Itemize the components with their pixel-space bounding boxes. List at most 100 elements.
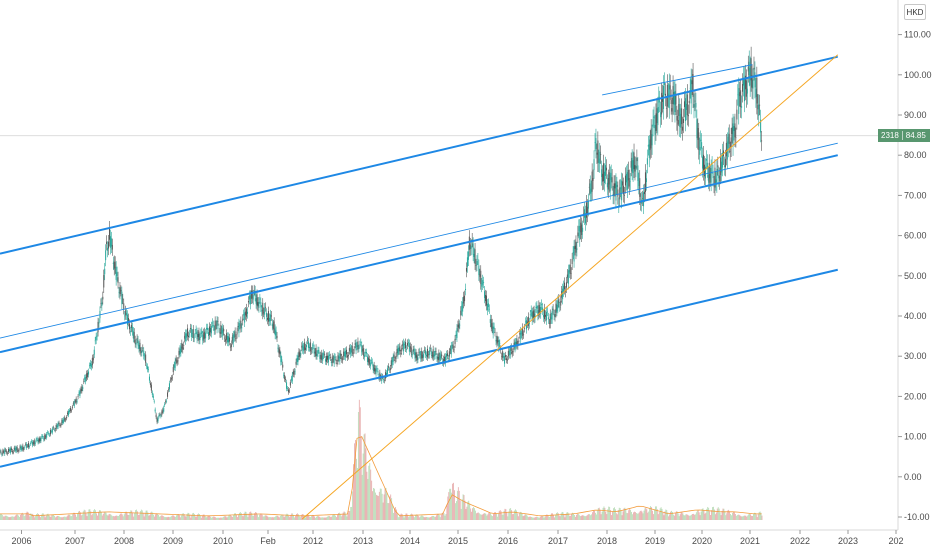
volume-bar bbox=[348, 511, 350, 520]
price-candle bbox=[477, 258, 479, 260]
volume-bar bbox=[74, 512, 76, 520]
volume-bar bbox=[357, 412, 359, 520]
volume-bar bbox=[209, 515, 211, 520]
price-candle bbox=[269, 314, 271, 322]
price-candle bbox=[386, 373, 388, 375]
price-candle bbox=[375, 368, 377, 374]
price-candle bbox=[102, 296, 104, 300]
price-candle bbox=[196, 331, 198, 340]
volume-bar bbox=[736, 515, 738, 520]
price-candle bbox=[688, 100, 690, 104]
channel-line bbox=[0, 154, 838, 354]
volume-bar bbox=[603, 506, 605, 520]
volume-bar bbox=[28, 514, 30, 520]
price-candle bbox=[34, 442, 36, 445]
price-candle bbox=[553, 314, 555, 316]
volume-bar bbox=[641, 511, 643, 520]
volume-bar bbox=[84, 510, 86, 520]
y-tick-label: 110.00 bbox=[904, 30, 931, 40]
price-candle bbox=[128, 323, 130, 330]
volume-bar bbox=[506, 512, 508, 520]
volume-bar bbox=[68, 514, 70, 520]
price-candle bbox=[285, 379, 287, 380]
volume-bar bbox=[479, 514, 481, 520]
x-tick-label: 2018 bbox=[597, 536, 617, 546]
volume-bar bbox=[548, 516, 550, 520]
price-candle bbox=[496, 335, 498, 344]
price-candle bbox=[222, 327, 224, 336]
volume-bar bbox=[737, 514, 739, 520]
price-candle bbox=[336, 363, 338, 364]
volume-bar bbox=[438, 515, 440, 520]
volume-bar bbox=[324, 517, 326, 520]
price-candle bbox=[177, 360, 179, 362]
volume-bar bbox=[390, 494, 392, 520]
volume-bar bbox=[551, 513, 553, 520]
volume-bar bbox=[605, 511, 607, 520]
price-candle bbox=[340, 353, 342, 356]
price-candle bbox=[114, 262, 116, 269]
volume-bar bbox=[414, 517, 415, 520]
volume-bar bbox=[437, 514, 439, 520]
volume-bar bbox=[49, 516, 51, 520]
price-candle bbox=[486, 303, 488, 311]
volume-bar bbox=[714, 509, 715, 520]
volume-bar bbox=[174, 516, 176, 520]
volume-bar bbox=[715, 512, 717, 520]
volume-bar bbox=[385, 487, 387, 520]
volume-bar bbox=[241, 515, 243, 520]
price-candle bbox=[541, 304, 543, 306]
currency-badge[interactable]: HKD bbox=[904, 4, 926, 20]
price-candle bbox=[355, 342, 357, 351]
price-candle bbox=[148, 369, 150, 371]
price-candle bbox=[3, 451, 5, 452]
price-candle bbox=[33, 440, 35, 445]
price-candle bbox=[123, 303, 125, 310]
volume-bar bbox=[258, 514, 260, 520]
price-candle bbox=[526, 321, 528, 324]
volume-bar bbox=[595, 514, 597, 520]
volume-bar bbox=[263, 516, 265, 520]
volume-bar bbox=[602, 507, 604, 520]
price-candle bbox=[544, 308, 546, 320]
price-candle bbox=[133, 332, 135, 339]
volume-bar bbox=[637, 513, 639, 520]
price-candle bbox=[700, 139, 702, 142]
volume-bar bbox=[638, 512, 640, 520]
price-candle bbox=[81, 386, 83, 392]
volume-bar bbox=[682, 513, 684, 520]
price-candle bbox=[735, 137, 737, 139]
price-candle bbox=[286, 382, 288, 389]
channel-line bbox=[602, 64, 753, 96]
price-candle bbox=[521, 332, 523, 335]
price-candle bbox=[235, 338, 237, 339]
volume-bar bbox=[490, 513, 492, 520]
volume-bar bbox=[712, 507, 713, 520]
price-candle bbox=[63, 418, 65, 422]
price-candle bbox=[620, 187, 622, 190]
volume-bar bbox=[607, 509, 609, 520]
volume-bar bbox=[635, 513, 637, 520]
volume-bar bbox=[678, 516, 680, 520]
price-candle bbox=[603, 163, 605, 182]
price-candle bbox=[530, 309, 532, 313]
volume-bar bbox=[141, 510, 143, 520]
price-candle bbox=[314, 351, 316, 354]
volume-bar bbox=[347, 513, 349, 520]
price-candle bbox=[680, 113, 682, 128]
price-candle bbox=[67, 412, 69, 415]
price-candle bbox=[627, 169, 629, 181]
volume-bar bbox=[761, 515, 763, 520]
price-candle bbox=[346, 349, 348, 355]
price-candle bbox=[299, 352, 301, 357]
price-candle bbox=[32, 442, 34, 444]
price-candle bbox=[670, 100, 672, 104]
volume-bar bbox=[486, 515, 488, 520]
price-candle bbox=[590, 188, 592, 194]
volume-bar bbox=[697, 510, 699, 520]
volume-bar bbox=[292, 513, 294, 520]
price-candle bbox=[468, 236, 470, 250]
y-tick-label: 30.00 bbox=[904, 351, 927, 361]
price-candle bbox=[730, 137, 732, 148]
